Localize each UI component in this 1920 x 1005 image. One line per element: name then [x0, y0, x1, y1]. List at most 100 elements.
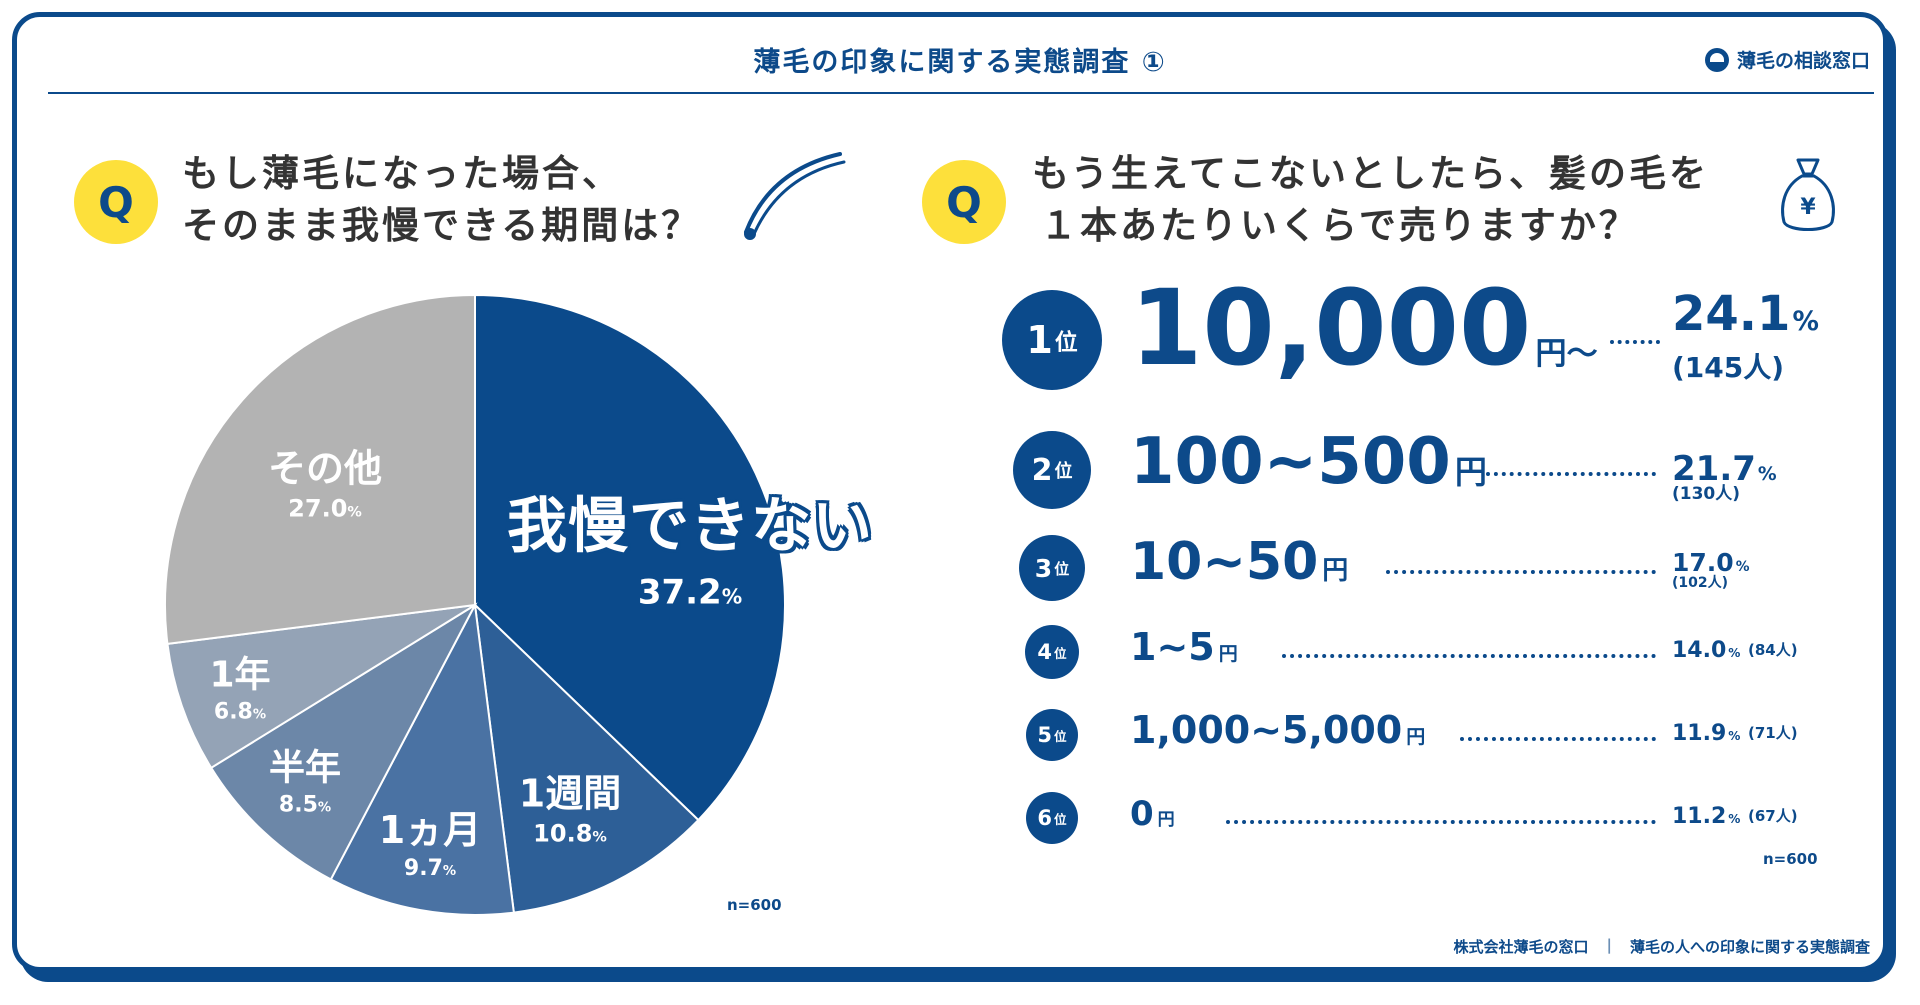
pie-label-1: 我慢できない 37.2% [507, 478, 873, 613]
money-bag-icon: ¥ [1781, 158, 1835, 231]
percent-value: 24.1 [1672, 286, 1791, 342]
percent-symbol: % [317, 800, 332, 816]
leader-dots [1226, 820, 1656, 824]
percent-value: 11.9 [1672, 721, 1727, 746]
rank-price: 1,000~5,000 円 [1130, 711, 1425, 749]
footer-company: 株式会社薄毛の窓口 [1453, 938, 1589, 956]
pie-slice-1 [474, 293, 786, 822]
price-unit: 円 [1218, 643, 1238, 666]
percent-symbol: % [1757, 464, 1777, 485]
percent-value: 14.0 [1672, 638, 1727, 663]
rank-number: 2 [1031, 452, 1053, 488]
page-title: 薄毛の印象に関する実態調査 ① [753, 47, 1167, 78]
brand-name: 薄毛の相談窓口 [1736, 50, 1870, 72]
pie-label-name: その他 [267, 446, 383, 491]
rank-suffix: 位 [1054, 329, 1078, 356]
rank-percent: 17.0% [1672, 550, 1749, 575]
percent-symbol: % [252, 707, 267, 723]
pie-label-percent: 6.8% [213, 699, 267, 725]
percent-symbol: % [721, 584, 743, 609]
leader-dots [1460, 737, 1656, 741]
brand: 薄毛の相談窓口 [1704, 46, 1870, 73]
rank-price: 10,000 円～ [1130, 276, 1598, 380]
pie-label-name: 半年 [268, 747, 342, 789]
rank-count: (102人) [1672, 575, 1729, 591]
price-unit: 円 [1157, 809, 1175, 830]
footer-survey: 薄毛の人への印象に関する実態調査 [1629, 938, 1870, 956]
rank-number: 3 [1034, 553, 1053, 583]
rank-suffix: 位 [1054, 461, 1073, 482]
price-amount: 0 [1130, 793, 1154, 834]
question-right-line2: １本あたりいくらで売りますか？ [1040, 204, 1639, 247]
percent-value: 21.7 [1672, 449, 1756, 489]
rank-price: 10~50 円 [1130, 536, 1348, 588]
percent-value: 11.2 [1672, 804, 1727, 829]
leader-dots [1610, 340, 1660, 344]
pie-label-3: 1ヵ月 9.7% [379, 799, 481, 881]
rank-count: (67人) [1748, 807, 1798, 825]
pie-label-4: 半年 8.5% [269, 739, 341, 818]
left-sample-size: n=600 [727, 896, 782, 914]
percent-symbol: % [1728, 729, 1741, 743]
pie-chart [164, 293, 786, 916]
price-amount: 10~50 [1130, 531, 1319, 592]
leader-dots [1386, 570, 1656, 574]
percent-value: 17.0 [1672, 548, 1734, 577]
pie-label-5: 1年 6.8% [209, 646, 270, 725]
percent-symbol: % [442, 864, 457, 879]
rank-number: 4 [1037, 640, 1053, 664]
rank-count: (130人) [1672, 484, 1741, 504]
rank-percent: 11.9% [1672, 723, 1740, 745]
pie-slice-3 [329, 601, 515, 916]
pie-label-percent: 10.8% [533, 819, 607, 848]
pie-slice-4 [209, 602, 478, 881]
pie-label-percent: 9.7% [403, 856, 457, 881]
yen-symbol: ¥ [1800, 195, 1816, 220]
pie-slice-6 [164, 293, 476, 645]
hair-strand-icon [744, 152, 846, 240]
footer-separator: | [1606, 936, 1612, 954]
question-left-line1: もし薄毛になった場合、 [182, 152, 622, 195]
percent-symbol: % [592, 829, 607, 846]
rank-percent: 21.7% [1672, 452, 1777, 486]
rank-suffix: 位 [1054, 728, 1067, 744]
question-badge-right: Q [922, 160, 1006, 244]
rank-suffix: 位 [1054, 645, 1067, 661]
brand-logo-icon [1704, 47, 1729, 72]
rank-percent: 11.2% [1672, 806, 1740, 828]
price-amount: 100~500 [1130, 425, 1451, 500]
rank-suffix: 位 [1054, 811, 1067, 827]
question-left: もし薄毛になった場合、 そのまま我慢できる期間は？ [182, 148, 701, 252]
leader-dots [1486, 472, 1656, 476]
percent-symbol: % [1792, 306, 1819, 337]
header-divider [48, 92, 1874, 94]
pie-label-2: 1週間 10.8% [519, 763, 621, 848]
percent-symbol: % [1728, 646, 1741, 660]
price-unit: 円 [1406, 726, 1426, 749]
pie-label-6: その他 27.0% [268, 438, 382, 523]
question-right: もう生えてこないとしたら、髪の毛を １本あたりいくらで売りますか？ [1032, 148, 1709, 252]
rank-number: 5 [1037, 723, 1053, 747]
pie-label-percent: 37.2% [637, 572, 743, 613]
pie-label-percent: 8.5% [278, 792, 332, 818]
right-sample-size: n=600 [1763, 850, 1818, 868]
rank-number: 6 [1037, 806, 1053, 830]
leader-dots [1282, 654, 1656, 658]
pie-label-name: 1ヵ月 [378, 808, 482, 852]
pie-label-name: 我慢できない [507, 491, 873, 562]
pie-label-percent: 27.0% [288, 494, 362, 523]
percent-symbol: % [1728, 812, 1741, 826]
rank-number: 1 [1026, 318, 1053, 362]
rank-price: 100~500 円 [1130, 430, 1487, 494]
price-unit: 円 [1454, 453, 1487, 492]
rank-price: 1~5 円 [1130, 628, 1238, 666]
pie-label-name: 1週間 [518, 771, 622, 816]
rank-count: (84人) [1748, 641, 1798, 659]
price-amount: 10,000 [1130, 266, 1532, 389]
